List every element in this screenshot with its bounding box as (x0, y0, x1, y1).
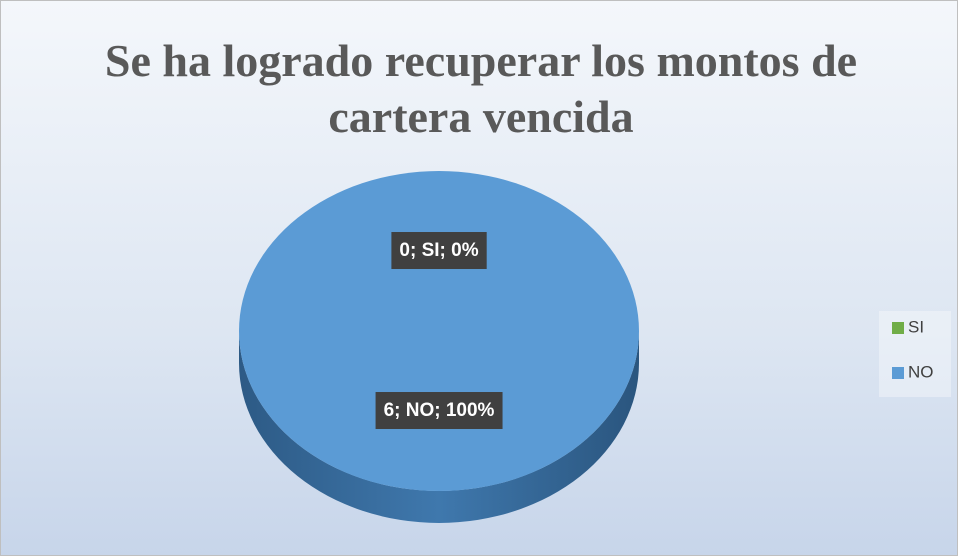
pie-slice (239, 171, 639, 491)
legend-label: SI (908, 317, 924, 336)
data-label: 0; SI; 0% (399, 240, 478, 261)
data-label: 6; NO; 100% (384, 400, 495, 421)
legend-box (879, 311, 951, 397)
pie-side (239, 331, 639, 523)
chart-title: Se ha logrado recuperar los montos de ca… (104, 35, 858, 142)
legend-swatch (892, 322, 904, 334)
data-label-box (375, 392, 503, 430)
legend-swatch (892, 367, 904, 379)
legend-label: NO (908, 362, 934, 381)
data-label-box (391, 232, 487, 270)
